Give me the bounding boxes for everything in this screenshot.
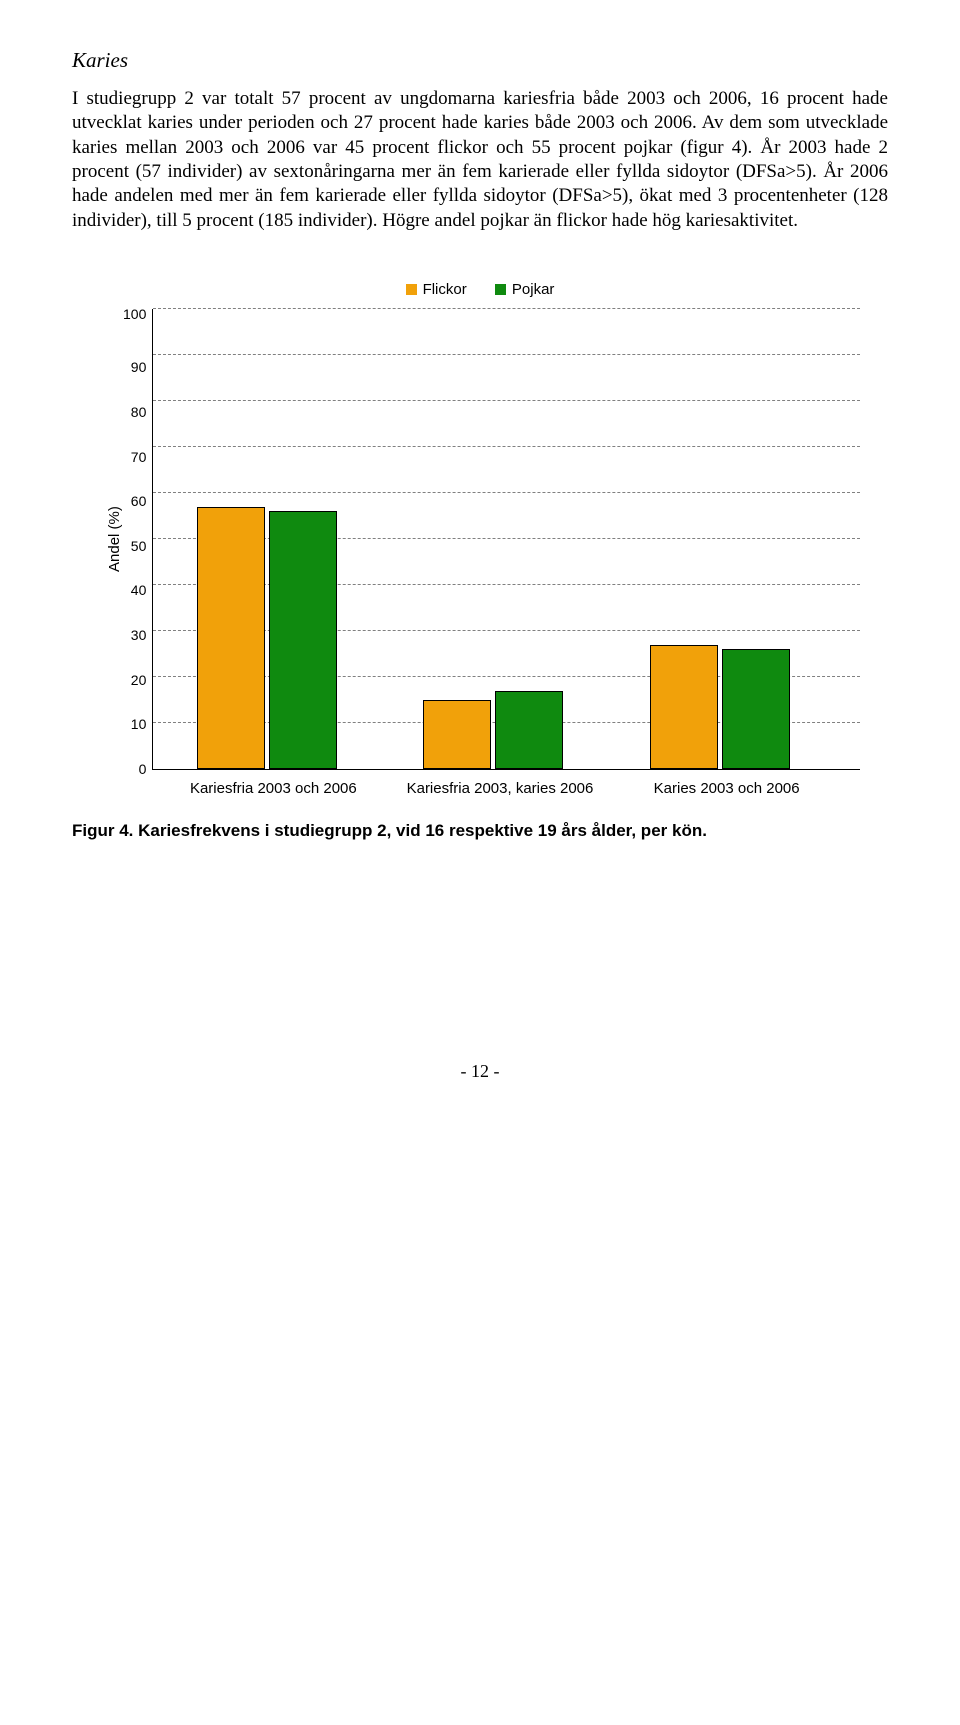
- y-tick: 60: [123, 494, 146, 508]
- body-paragraph: I studiegrupp 2 var totalt 57 procent av…: [72, 87, 888, 233]
- y-tick: 0: [123, 762, 146, 776]
- y-tick: 20: [123, 673, 146, 687]
- y-tick: 100: [123, 307, 146, 321]
- bar-group: [423, 691, 563, 769]
- y-axis-ticks: 1009080706050403020100: [123, 309, 152, 769]
- y-tick: 80: [123, 405, 146, 419]
- gridline: [153, 400, 860, 401]
- section-title: Karies: [72, 48, 888, 73]
- bar: [269, 511, 337, 769]
- y-tick: 40: [123, 583, 146, 597]
- page-number: - 12 -: [72, 1061, 888, 1082]
- x-tick: Kariesfria 2003, karies 2006: [387, 780, 614, 797]
- x-tick: Karies 2003 och 2006: [613, 780, 840, 797]
- chart-legend: Flickor Pojkar: [100, 281, 860, 299]
- gridline: [153, 308, 860, 309]
- y-tick: 70: [123, 450, 146, 464]
- gridline: [153, 354, 860, 355]
- x-tick: Kariesfria 2003 och 2006: [160, 780, 387, 797]
- y-axis-label: Andel (%): [100, 309, 123, 770]
- chart-body: Andel (%) 1009080706050403020100: [100, 309, 860, 770]
- y-tick: 50: [123, 539, 146, 553]
- x-axis-ticks: Kariesfria 2003 och 2006Kariesfria 2003,…: [100, 780, 860, 797]
- legend-label: Flickor: [423, 281, 467, 298]
- bar: [722, 649, 790, 769]
- legend-swatch-flickor: [406, 284, 417, 295]
- chart-container: Flickor Pojkar Andel (%) 100908070605040…: [100, 281, 860, 797]
- y-tick: 30: [123, 628, 146, 642]
- bar: [197, 507, 265, 769]
- y-tick: 10: [123, 717, 146, 731]
- gridline: [153, 492, 860, 493]
- y-tick: 90: [123, 360, 146, 374]
- legend-label: Pojkar: [512, 281, 555, 298]
- legend-swatch-pojkar: [495, 284, 506, 295]
- figure-caption: Figur 4. Kariesfrekvens i studiegrupp 2,…: [72, 821, 888, 841]
- plot-area: [152, 309, 860, 770]
- gridline: [153, 446, 860, 447]
- legend-item-flickor: Flickor: [406, 281, 467, 298]
- bar: [650, 645, 718, 769]
- legend-item-pojkar: Pojkar: [495, 281, 555, 298]
- bar-group: [197, 507, 337, 769]
- bar: [423, 700, 491, 769]
- bar-group: [650, 645, 790, 769]
- bar: [495, 691, 563, 769]
